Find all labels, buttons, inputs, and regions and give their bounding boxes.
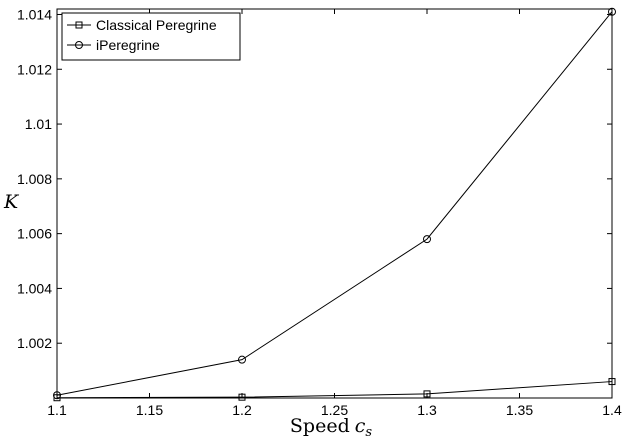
legend-label-iperegrine: iPeregrine xyxy=(96,37,160,53)
legend-label-classical-peregrine: Classical Peregrine xyxy=(96,17,217,33)
y-tick-label: 1.008 xyxy=(17,171,52,187)
x-tick-label: 1.25 xyxy=(321,402,348,418)
data-point-iperegrine xyxy=(423,235,431,244)
x-axis-label-subscript: s xyxy=(365,425,372,437)
x-axis-label: Speed cs xyxy=(290,415,373,437)
y-tick-label: 1.014 xyxy=(17,6,52,22)
y-tick-label: 1.01 xyxy=(25,116,52,132)
data-point-iperegrine xyxy=(53,391,61,400)
x-tick-label: 1.15 xyxy=(136,402,163,418)
x-tick-label: 1.35 xyxy=(506,402,533,418)
legend-box xyxy=(61,12,241,61)
data-point-classical-peregrine xyxy=(238,393,246,401)
x-tick-label: 1.4 xyxy=(602,402,622,418)
data-point-iperegrine xyxy=(238,355,246,364)
data-point-classical-peregrine xyxy=(608,378,616,386)
series-layer xyxy=(53,7,616,402)
y-axis-label: K xyxy=(3,191,20,213)
legend-marker-classical-peregrine xyxy=(75,21,83,29)
x-axis-label-text: Speed xyxy=(290,415,350,437)
y-tick-label: 1.006 xyxy=(17,226,52,242)
data-point-classical-peregrine xyxy=(423,390,431,398)
x-tick-label: 1.3 xyxy=(417,402,437,418)
x-axis-label-symbol: c xyxy=(355,415,366,437)
series-line-classical-peregrine xyxy=(56,381,613,399)
y-tick-label: 1.002 xyxy=(17,335,52,351)
y-tick-label: 1.004 xyxy=(17,280,52,296)
x-tick-label: 1.2 xyxy=(232,402,252,418)
series-line-iperegrine xyxy=(56,11,613,396)
legend: Classical Peregrine iPeregrine xyxy=(61,12,241,61)
axis-ticks: 1.1 1.15 1.2 1.25 1.3 1.35 1.4 1.002 1.004 1.006 1… xyxy=(17,6,622,418)
plot-area xyxy=(56,8,613,399)
x-tick-label: 1.1 xyxy=(47,402,67,418)
legend-marker-iperegrine xyxy=(75,41,83,49)
y-tick-label: 1.012 xyxy=(17,61,52,77)
data-point-iperegrine xyxy=(608,7,616,16)
